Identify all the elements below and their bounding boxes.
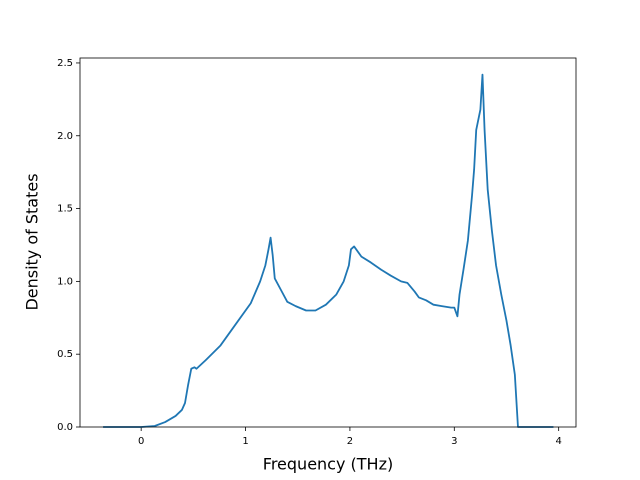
- y-tick-label: 0.0: [57, 422, 73, 433]
- x-tick-label: 3: [451, 436, 457, 447]
- x-axis-label: Frequency (THz): [263, 455, 393, 474]
- x-tick-label: 4: [555, 436, 561, 447]
- y-tick-label: 1.0: [57, 276, 73, 287]
- x-tick-label: 0: [138, 436, 144, 447]
- y-axis-label: Density of States: [23, 173, 42, 310]
- y-tick-label: 2.0: [57, 131, 73, 142]
- y-tick-label: 2.5: [57, 58, 73, 69]
- y-tick-label: 1.5: [57, 204, 73, 215]
- plot-frame: [79, 57, 577, 428]
- y-tick-label: 0.5: [57, 349, 73, 360]
- x-tick-label: 1: [242, 436, 248, 447]
- x-tick-label: 2: [347, 436, 353, 447]
- data-line: [103, 73, 554, 428]
